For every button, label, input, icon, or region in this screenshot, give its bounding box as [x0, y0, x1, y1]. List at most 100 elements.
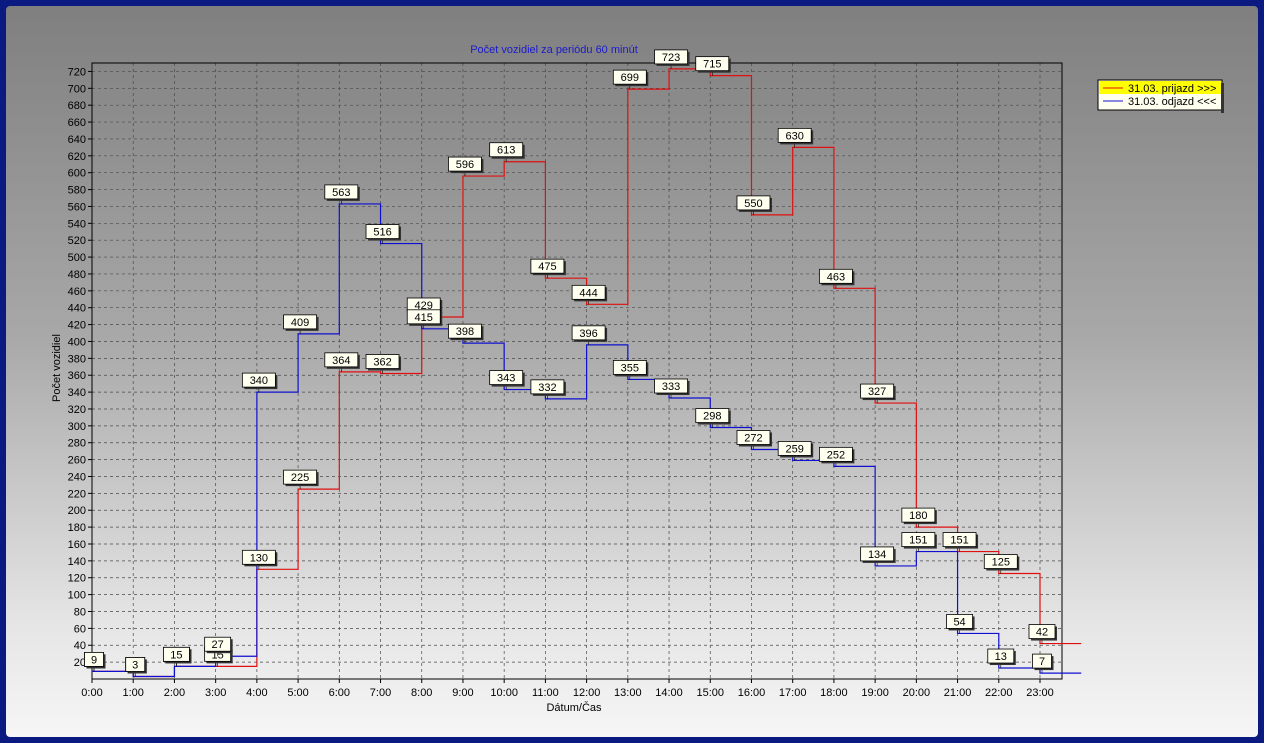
data-label-text: 630: [786, 130, 804, 142]
data-label-box: [987, 648, 1015, 664]
data-label-box: [1032, 653, 1052, 669]
y-tick-label: 240: [68, 471, 86, 483]
data-label-text: 563: [332, 187, 350, 199]
data-label-text: 298: [703, 411, 721, 423]
data-label-box: [489, 142, 524, 158]
y-tick-label: 120: [68, 573, 86, 585]
y-tick-label: 720: [68, 66, 86, 78]
data-label-box: [1028, 624, 1056, 639]
x-tick-label: 0:00: [81, 687, 102, 699]
y-tick-label: 680: [68, 100, 86, 112]
y-tick-label: 360: [68, 370, 86, 382]
data-label-text: 596: [456, 159, 474, 171]
data-label-box: [84, 652, 104, 667]
data-label: 630: [777, 127, 814, 148]
y-tick-label: 20: [74, 657, 86, 669]
data-label-box: [324, 184, 359, 200]
data-label: 355: [612, 360, 649, 380]
data-label-text: 333: [662, 381, 680, 393]
data-label-box: [612, 360, 647, 375]
data-labels: 9315151302253643624295966134754446997237…: [84, 49, 1057, 677]
data-label-text: 15: [170, 649, 182, 661]
y-tick-label: 440: [68, 303, 86, 315]
data-label-box: [736, 430, 771, 445]
data-label-box: [860, 546, 895, 562]
data-label-text: 13: [995, 651, 1007, 663]
data-label: 259: [777, 441, 814, 461]
data-label-text: 699: [621, 72, 639, 84]
data-label: 444: [571, 284, 608, 305]
data-label-text: 475: [538, 261, 556, 273]
data-label: 596: [448, 156, 484, 177]
y-tick-label: 180: [68, 522, 86, 534]
data-label: 398: [448, 323, 484, 344]
data-label-box: [204, 636, 232, 652]
y-tick-label: 140: [68, 556, 86, 568]
data-label: 396: [571, 325, 608, 345]
x-tick-label: 14:00: [655, 687, 683, 699]
data-label-box: [777, 127, 812, 143]
data-label: 134: [860, 546, 896, 566]
data-label-text: 332: [538, 382, 556, 394]
data-label-box: [819, 446, 853, 462]
data-label: 298: [695, 408, 731, 428]
y-tick-label: 280: [68, 438, 86, 450]
data-label: 362: [365, 354, 402, 374]
y-tick-label: 400: [68, 336, 86, 348]
x-axis-label: Dátum/Čas: [546, 701, 602, 714]
data-label: 54: [946, 614, 975, 634]
data-label-box: [983, 554, 1018, 569]
data-label-text: 444: [579, 287, 597, 299]
y-tick-label: 100: [68, 590, 86, 602]
data-label: 343: [489, 370, 525, 390]
data-label-text: 151: [909, 535, 927, 547]
data-label: 151: [901, 532, 937, 552]
data-label-box: [125, 657, 146, 672]
data-label-text: 327: [868, 386, 886, 398]
y-tick-label: 600: [68, 168, 86, 180]
data-label-text: 272: [744, 432, 762, 444]
data-label: 15: [163, 646, 192, 667]
x-tick-label: 11:00: [532, 687, 559, 699]
data-label-box: [365, 354, 400, 369]
data-label: 340: [241, 372, 278, 393]
data-label-box: [283, 314, 317, 330]
y-tick-label: 660: [68, 117, 86, 129]
data-label: 130: [241, 549, 278, 570]
data-label-box: [612, 69, 647, 85]
data-label-text: 415: [415, 312, 433, 324]
data-label: 27: [204, 636, 233, 657]
y-tick-label: 40: [74, 640, 86, 652]
data-label-text: 7: [1039, 656, 1045, 668]
data-label: 327: [860, 383, 896, 404]
data-label-text: 362: [373, 357, 391, 369]
data-label: 699: [612, 69, 649, 90]
data-label-box: [241, 372, 276, 388]
data-label: 516: [365, 224, 402, 244]
x-tick-label: 15:00: [696, 687, 724, 699]
x-tick-label: 13:00: [614, 687, 642, 699]
data-label-box: [571, 325, 606, 341]
plot-area: [91, 62, 1063, 680]
data-label: 409: [283, 314, 319, 334]
x-tick-label: 8:00: [411, 687, 432, 699]
chart-svg: Počet vozidiel za periódu 60 minút 20 40 6…: [51, 44, 1224, 714]
data-label: 332: [530, 379, 566, 399]
data-label-text: 723: [662, 52, 680, 64]
y-axis-ticks: 20 40 60 80 100 120 140 160 180 200 220 240 260 280 30…: [68, 66, 92, 669]
y-tick-label: 260: [68, 455, 86, 467]
data-label-box: [241, 549, 276, 565]
data-label-box: [654, 378, 688, 394]
y-tick-label: 700: [68, 83, 86, 95]
legend: 31.03. prijazd >>> 31.03. odjazd <<<: [1097, 79, 1224, 113]
x-tick-label: 23:00: [1026, 687, 1054, 699]
data-label-text: 151: [950, 535, 968, 547]
data-label-text: 409: [291, 317, 309, 329]
data-label-text: 130: [250, 552, 268, 564]
x-axis-ticks: 0:00 1:00 2:00 3:00 4:00 5:00 6:00 7:00 8:00 9:00…: [81, 679, 1054, 699]
y-tick-label: 60: [74, 623, 86, 635]
y-tick-label: 380: [68, 353, 86, 365]
data-label-box: [530, 379, 565, 395]
data-label: 7: [1032, 653, 1054, 674]
